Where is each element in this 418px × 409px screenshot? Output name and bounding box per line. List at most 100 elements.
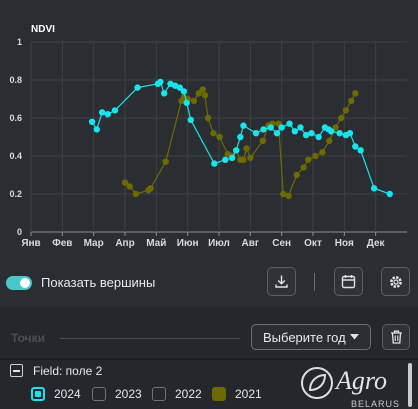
- data-point-2021: [305, 156, 312, 163]
- data-point-2024: [252, 130, 260, 137]
- data-point-2021: [190, 97, 198, 105]
- x-tick-label: Дек: [367, 238, 386, 249]
- data-point-2021: [132, 190, 140, 198]
- agro-belarus-watermark: Agro BELARUS: [298, 364, 418, 409]
- delete-button[interactable]: [382, 324, 410, 350]
- data-point-2021: [240, 156, 247, 163]
- show-peaks-toggle[interactable]: [6, 276, 32, 290]
- y-tick-label: 0: [17, 227, 22, 237]
- data-point-2024: [267, 124, 274, 131]
- data-point-2021: [326, 137, 333, 144]
- toolbar-separator: [314, 273, 315, 291]
- data-point-2024: [211, 160, 218, 167]
- points-divider: [60, 338, 240, 339]
- data-point-2024: [237, 133, 244, 141]
- data-point-2024: [88, 118, 96, 126]
- data-point-2024: [187, 116, 194, 124]
- data-point-2024: [327, 128, 335, 135]
- year-checkbox-2024[interactable]: [31, 387, 45, 401]
- x-tick-label: Мар: [84, 238, 104, 249]
- year-select[interactable]: Выберите год: [251, 324, 371, 350]
- data-point-2024: [228, 154, 236, 162]
- gear-icon: [389, 275, 402, 288]
- data-point-2021: [204, 114, 212, 122]
- data-point-2021: [319, 149, 326, 156]
- year-label-2023: 2023: [115, 387, 142, 401]
- data-point-2024: [370, 185, 378, 192]
- data-point-2024: [233, 147, 240, 154]
- chart-controls: Показать вершины: [0, 262, 418, 304]
- watermark-text: Agro: [336, 366, 388, 395]
- data-point-2021: [259, 137, 267, 144]
- show-peaks-label: Показать вершины: [41, 275, 156, 290]
- settings-button[interactable]: [381, 267, 410, 296]
- field-collapse-toggle[interactable]: [10, 364, 23, 377]
- data-point-2024: [104, 111, 111, 118]
- data-point-2024: [286, 120, 293, 127]
- leaf-logo-icon: [301, 367, 333, 399]
- data-point-2024: [346, 130, 354, 137]
- year-label-2024: 2024: [54, 387, 81, 401]
- download-icon: [275, 275, 288, 288]
- data-point-2024: [352, 143, 359, 150]
- data-point-2021: [121, 179, 129, 186]
- y-tick-label: 0.6: [9, 113, 22, 123]
- data-point-2024: [176, 84, 184, 91]
- y-tick-label: 0.8: [9, 75, 22, 85]
- data-point-2021: [162, 158, 169, 165]
- data-point-2021: [332, 124, 339, 131]
- data-point-2024: [386, 190, 393, 198]
- year-checkbox-2023[interactable]: [92, 387, 106, 401]
- calendar-button[interactable]: [334, 267, 363, 296]
- x-tick-label: Ноя: [335, 238, 354, 249]
- data-point-2024: [302, 131, 310, 139]
- x-tick-label: Апр: [115, 238, 134, 249]
- x-tick-label: Янв: [21, 238, 40, 249]
- year-label-2021: 2021: [235, 387, 262, 401]
- data-point-2021: [247, 154, 254, 162]
- series-line-2021: [124, 88, 356, 197]
- year-label-2022: 2022: [175, 387, 202, 401]
- ndvi-chart: NDVI 0 0.2 0.4 0.6 0.8 1 Янв Фев Мар Апр Май Июн Июл А…: [9, 24, 407, 249]
- data-point-2021: [285, 192, 292, 200]
- data-point-2024: [315, 133, 322, 141]
- y-axis-label: NDVI: [31, 24, 55, 35]
- year-checkbox-2022[interactable]: [152, 387, 166, 401]
- y-tick-label: 0.4: [9, 151, 22, 161]
- data-point-2021: [300, 164, 307, 171]
- data-point-2021: [195, 90, 202, 97]
- download-button[interactable]: [267, 267, 296, 296]
- x-tick-label: Сен: [272, 238, 291, 249]
- data-point-2021: [293, 171, 300, 179]
- toggle-knob: [20, 278, 30, 288]
- ndvi-chart-panel: NDVI 0 0.2 0.4 0.6 0.8 1 Янв Фев Мар Апр Май Июн Июл А…: [9, 24, 407, 249]
- data-point-2024: [111, 107, 119, 114]
- scrollbar-thumb[interactable]: [408, 363, 412, 407]
- panel-divider: [0, 358, 418, 360]
- data-point-2024: [183, 99, 190, 107]
- data-point-2021: [348, 97, 355, 105]
- data-point-2021: [280, 190, 287, 198]
- points-title: Точки: [11, 331, 45, 345]
- data-point-2021: [210, 130, 217, 137]
- points-panel: Точки Выберите год Field: поле 2 2024 20…: [0, 307, 418, 409]
- data-point-2021: [243, 145, 250, 152]
- x-tick-label: Фев: [52, 238, 72, 249]
- chevron-down-icon: [350, 334, 359, 340]
- x-tick-label: Июл: [208, 238, 230, 249]
- data-point-2024: [336, 130, 343, 137]
- data-point-2021: [342, 107, 350, 114]
- trash-icon: [390, 330, 402, 344]
- data-point-2021: [216, 133, 223, 141]
- field-label: Field: поле 2: [33, 364, 103, 378]
- data-point-2024: [291, 128, 299, 135]
- x-tick-label: Окт: [304, 238, 322, 249]
- data-point-2021: [352, 90, 359, 97]
- year-checkbox-check: [35, 391, 41, 397]
- data-point-2024: [222, 156, 229, 163]
- x-tick-label: Май: [146, 238, 166, 249]
- x-tick-label: Июн: [177, 238, 199, 249]
- data-point-2024: [240, 122, 247, 129]
- year-checkbox-2021[interactable]: [212, 387, 226, 401]
- data-point-2024: [157, 78, 164, 86]
